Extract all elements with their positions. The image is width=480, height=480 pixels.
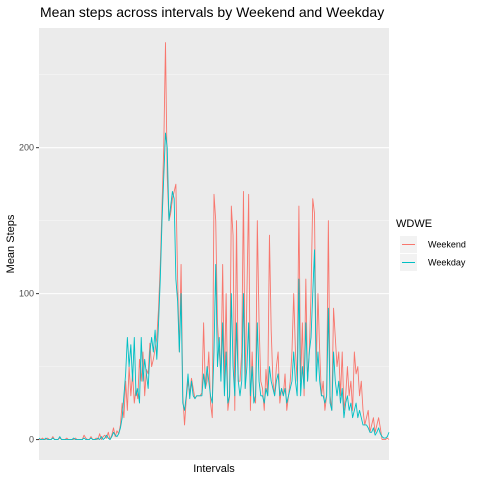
- chart-title: Mean steps across intervals by Weekend a…: [40, 4, 384, 20]
- y-tick-label: 100: [19, 289, 34, 299]
- legend-label-weekday: Weekday: [428, 258, 466, 268]
- y-tick-label: 200: [19, 143, 34, 153]
- legend-keys: Weekend Weekday: [400, 236, 466, 271]
- series-layer: [38, 42, 390, 441]
- x-axis-title: Intervals: [193, 463, 235, 475]
- series-line-weekday: [38, 132, 390, 441]
- legend-title: WDWE: [396, 218, 432, 230]
- y-axis: 0 100 200: [19, 143, 39, 445]
- y-tick-label: 0: [29, 435, 34, 445]
- legend-label-weekend: Weekend: [428, 240, 466, 250]
- legend: WDWE Weekend Weekday: [396, 218, 466, 271]
- y-axis-title: Mean Steps: [5, 214, 17, 273]
